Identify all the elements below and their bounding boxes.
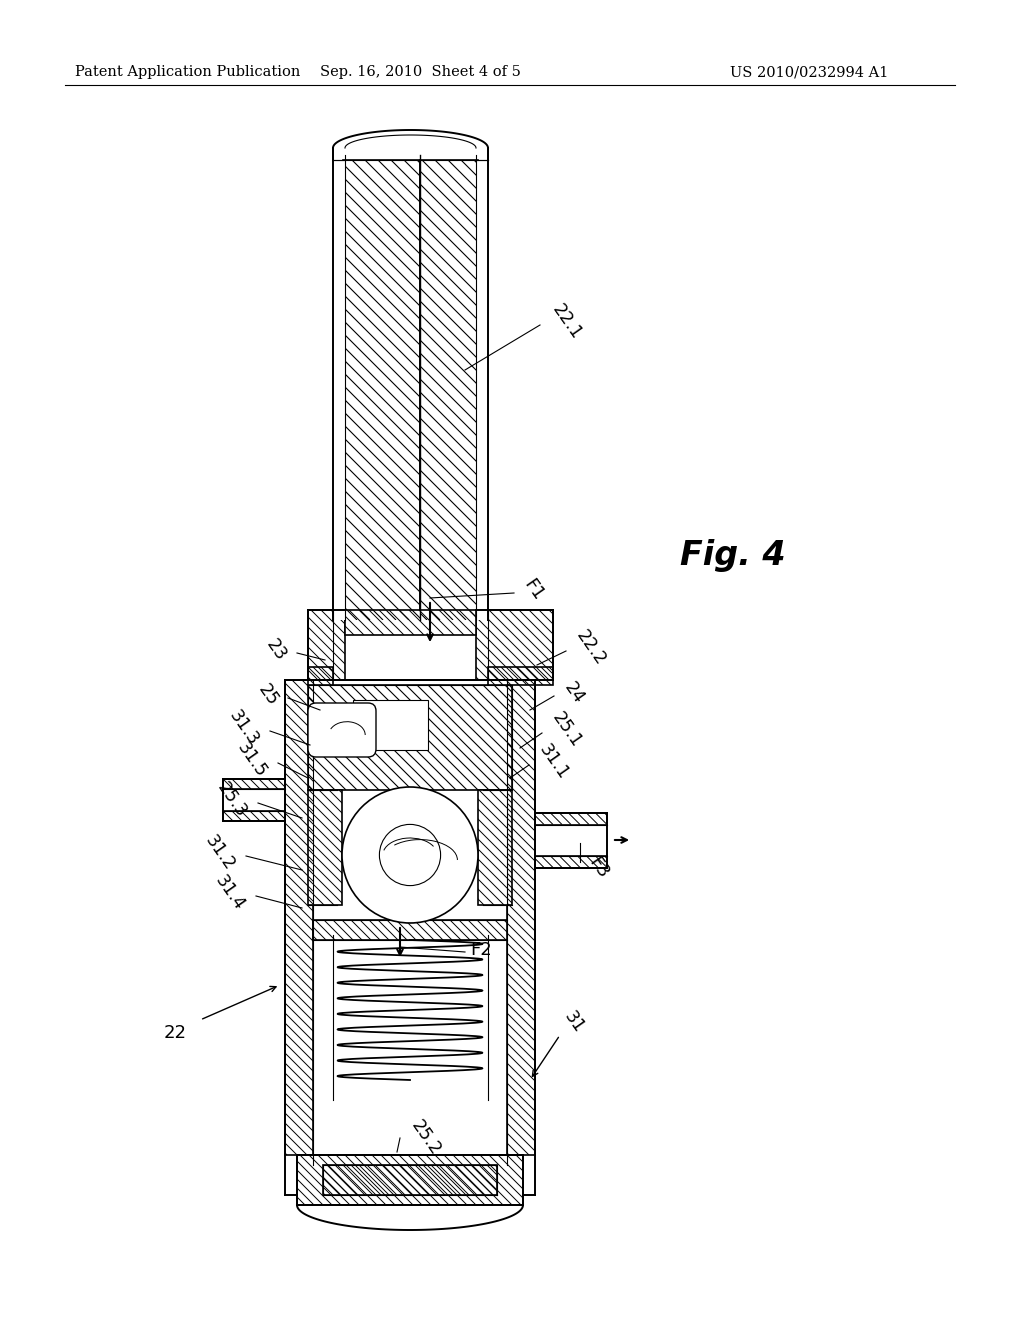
Circle shape bbox=[342, 787, 478, 923]
Text: 31: 31 bbox=[560, 1008, 588, 1036]
Bar bbox=[313, 920, 507, 940]
Bar bbox=[308, 685, 512, 789]
Bar bbox=[535, 855, 607, 867]
Bar bbox=[297, 1155, 523, 1205]
Bar bbox=[507, 680, 535, 1155]
Bar bbox=[285, 680, 313, 1155]
Bar bbox=[420, 160, 478, 620]
Bar bbox=[308, 610, 345, 680]
Bar bbox=[343, 160, 420, 620]
Bar bbox=[507, 680, 535, 1155]
Bar bbox=[308, 789, 342, 906]
Bar bbox=[478, 789, 512, 906]
Bar bbox=[345, 610, 476, 635]
Bar bbox=[223, 779, 285, 789]
Text: 24: 24 bbox=[560, 678, 588, 708]
Bar bbox=[285, 680, 313, 1155]
Bar bbox=[313, 920, 507, 940]
Circle shape bbox=[380, 825, 440, 886]
Bar bbox=[535, 855, 607, 867]
Text: F2: F2 bbox=[470, 941, 492, 960]
Bar bbox=[333, 160, 345, 620]
Bar bbox=[323, 1166, 497, 1195]
Text: 25.2: 25.2 bbox=[407, 1117, 443, 1159]
Text: 23: 23 bbox=[262, 636, 290, 664]
Bar bbox=[345, 610, 476, 635]
Bar bbox=[352, 700, 427, 750]
Text: 22: 22 bbox=[164, 1024, 186, 1041]
Bar bbox=[535, 813, 607, 825]
Bar bbox=[535, 813, 607, 825]
Text: 25.3: 25.3 bbox=[213, 779, 250, 821]
FancyBboxPatch shape bbox=[308, 704, 376, 756]
Bar bbox=[223, 779, 285, 789]
Text: 25.1: 25.1 bbox=[548, 709, 585, 751]
Text: 31.2: 31.2 bbox=[201, 832, 238, 874]
Text: 22.2: 22.2 bbox=[572, 627, 609, 669]
Text: Patent Application Publication: Patent Application Publication bbox=[75, 65, 300, 79]
Bar bbox=[478, 789, 512, 906]
Text: 25: 25 bbox=[255, 681, 282, 709]
Bar bbox=[476, 610, 553, 680]
Bar bbox=[488, 667, 553, 685]
Text: 22.1: 22.1 bbox=[548, 301, 585, 343]
Bar bbox=[308, 789, 342, 906]
Text: Fig. 4: Fig. 4 bbox=[680, 539, 785, 572]
Bar bbox=[308, 667, 333, 685]
Text: 31.3: 31.3 bbox=[225, 708, 262, 748]
Bar bbox=[343, 160, 420, 620]
Bar bbox=[308, 667, 333, 685]
Text: 31.4: 31.4 bbox=[211, 873, 248, 913]
Bar bbox=[476, 610, 553, 680]
Text: Sep. 16, 2010  Sheet 4 of 5: Sep. 16, 2010 Sheet 4 of 5 bbox=[319, 65, 520, 79]
Bar bbox=[223, 810, 285, 821]
Bar bbox=[488, 667, 553, 685]
Bar bbox=[323, 1166, 497, 1195]
Bar bbox=[476, 160, 488, 620]
Bar bbox=[297, 1155, 523, 1205]
Bar bbox=[308, 685, 512, 789]
Bar bbox=[420, 160, 478, 620]
Bar bbox=[308, 610, 345, 680]
Text: F1: F1 bbox=[520, 576, 547, 605]
Bar bbox=[223, 810, 285, 821]
Text: 31.1: 31.1 bbox=[535, 741, 571, 783]
Text: US 2010/0232994 A1: US 2010/0232994 A1 bbox=[730, 65, 889, 79]
Text: 31.5: 31.5 bbox=[233, 739, 270, 781]
Text: F3: F3 bbox=[585, 854, 612, 882]
